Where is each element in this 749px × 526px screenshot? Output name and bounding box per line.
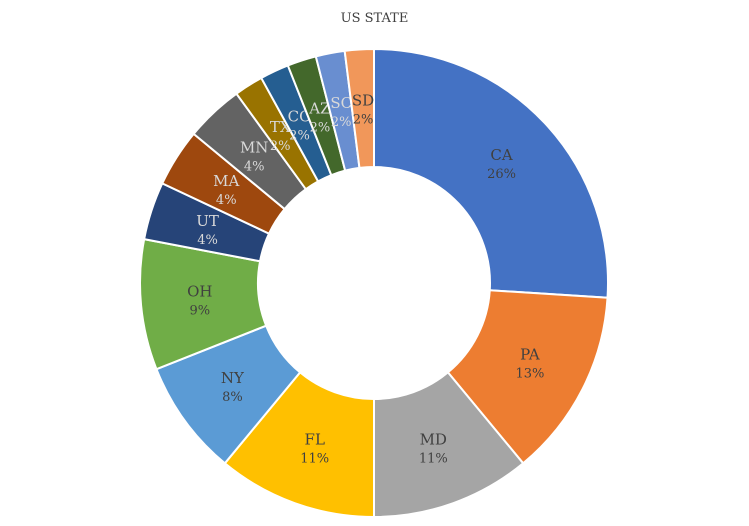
- slice-category-label: PA: [520, 345, 540, 363]
- slice-label-fl: FL 11%: [300, 431, 329, 467]
- slice-percent-label: 9%: [189, 303, 210, 318]
- slice-percent-label: 11%: [300, 452, 329, 467]
- slice-category-label: NY: [221, 369, 245, 387]
- slice-category-label: OH: [187, 282, 212, 300]
- slice-label-pa: PA 13%: [515, 345, 544, 381]
- slice-label-mn: MN 4%: [240, 138, 268, 174]
- slice-label-az: AZ 2%: [308, 100, 330, 136]
- slice-percent-label: 26%: [487, 167, 516, 182]
- slice-percent-label: 2%: [353, 112, 374, 127]
- slice-label-sc: SC 2%: [330, 94, 352, 130]
- slice-percent-label: 11%: [419, 452, 448, 467]
- slice-percent-label: 4%: [216, 193, 237, 208]
- slice-percent-label: 13%: [515, 366, 544, 381]
- slice-percent-label: 8%: [222, 390, 243, 405]
- chart-title: US STATE: [340, 11, 409, 26]
- slice-percent-label: 4%: [244, 159, 265, 174]
- slice-ca: [373, 47, 609, 299]
- slice-label-ma: MA 4%: [213, 172, 239, 208]
- slice-label-ut: UT 4%: [196, 212, 219, 248]
- slice-category-label: MD: [420, 431, 447, 449]
- slice-category-label: SD: [352, 91, 374, 109]
- slice-percent-label: 2%: [270, 139, 291, 154]
- slice-category-label: UT: [196, 212, 219, 230]
- slice-label-sd: SD 2%: [352, 91, 374, 127]
- slice-category-label: MA: [213, 172, 239, 190]
- slice-sd: [343, 47, 375, 170]
- slice-category-label: AZ: [308, 100, 330, 118]
- slice-label-md: MD 11%: [419, 431, 448, 467]
- slice-percent-label: 2%: [331, 115, 352, 130]
- slice-percent-label: 2%: [310, 121, 331, 136]
- slice-label-ny: NY 8%: [221, 369, 245, 405]
- slice-category-label: SC: [330, 94, 352, 112]
- slice-label-oh: OH 9%: [187, 282, 212, 318]
- slice-percent-label: 2%: [289, 129, 310, 144]
- slice-label-ca: CA 26%: [487, 146, 516, 182]
- slice-category-label: FL: [305, 431, 325, 449]
- slice-category-label: CA: [490, 146, 512, 164]
- slice-percent-label: 4%: [197, 233, 218, 248]
- slice-category-label: MN: [240, 138, 268, 156]
